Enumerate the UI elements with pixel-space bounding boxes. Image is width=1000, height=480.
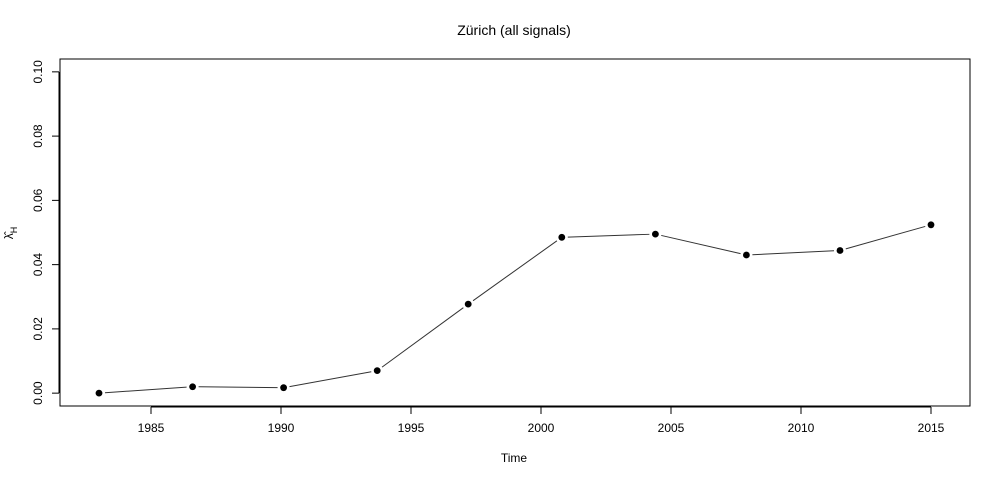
data-point xyxy=(558,233,566,241)
x-tick-label: 1985 xyxy=(138,421,165,435)
x-tick-label: 2005 xyxy=(658,421,685,435)
y-axis-label-subscript: H xyxy=(9,227,19,234)
data-point xyxy=(373,367,381,375)
y-tick-label: 0.00 xyxy=(31,381,45,405)
series-line-segment xyxy=(289,371,372,388)
series-line-segment xyxy=(104,386,187,394)
data-point xyxy=(464,300,472,308)
plot-frame xyxy=(59,58,971,407)
series-line-segment xyxy=(198,386,278,389)
y-tick-label: 0.06 xyxy=(31,188,45,212)
y-axis-label-symbol: λ̂ xyxy=(2,231,16,239)
x-tick-label: 2000 xyxy=(528,421,555,435)
series-line-segment xyxy=(567,233,650,238)
series-line-group xyxy=(104,225,926,394)
series-line-segment xyxy=(381,307,464,368)
svg-text:λ̂H: λ̂H xyxy=(2,227,19,240)
data-point xyxy=(280,384,287,392)
x-tick-label: 1990 xyxy=(268,421,295,435)
x-axis: 1985 1990 1995 2000 2005 2010 2015 xyxy=(138,406,945,435)
x-tick-label: 2015 xyxy=(918,421,945,435)
data-point xyxy=(189,383,197,391)
data-point xyxy=(95,389,103,397)
series-line-segment xyxy=(661,234,741,255)
data-point xyxy=(836,247,844,254)
x-axis-label: Time xyxy=(501,451,528,465)
series-line-segment xyxy=(472,240,558,302)
y-axis: 0.00 0.02 0.04 0.06 0.08 0.10 xyxy=(31,60,60,405)
y-tick-label: 0.02 xyxy=(31,317,45,341)
chart-title: Zürich (all signals) xyxy=(457,22,571,38)
series-line-segment xyxy=(845,225,926,250)
x-tick-label: 1995 xyxy=(398,421,425,435)
data-point xyxy=(652,230,659,238)
y-tick-label: 0.04 xyxy=(31,253,45,277)
data-point xyxy=(927,221,935,229)
series-points-group xyxy=(95,221,935,397)
x-tick-label: 2010 xyxy=(788,421,815,435)
series-line-segment xyxy=(752,250,835,256)
y-axis-label: λ̂H xyxy=(2,227,19,240)
y-tick-label: 0.08 xyxy=(31,124,45,148)
data-point xyxy=(743,251,750,259)
y-tick-label: 0.10 xyxy=(31,60,45,84)
